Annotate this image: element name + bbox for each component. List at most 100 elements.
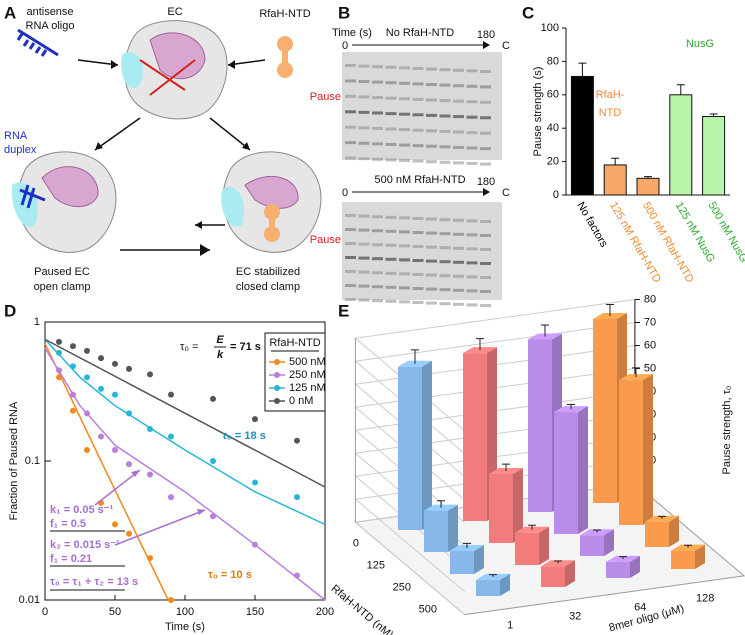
x-axis-label: Time (s): [165, 621, 205, 633]
gel-end: 180: [477, 29, 495, 41]
gel-band: [358, 242, 370, 246]
legend-label: 500 nM: [289, 356, 326, 368]
legend-label: 0 nM: [289, 395, 313, 407]
data-point: [252, 479, 258, 486]
bar-front: [606, 561, 630, 578]
data-point: [70, 391, 76, 398]
gel-band: [480, 290, 491, 293]
state-label: closed clamp: [236, 281, 300, 293]
bound-rfah: [264, 204, 280, 242]
gel-band: [426, 144, 437, 148]
y-tick-label: 1: [34, 316, 40, 328]
gel-band: [372, 126, 383, 130]
gel-band: [480, 85, 491, 89]
fit-note: τ₀ = τ₁ + τ₂ = 13 s: [50, 576, 138, 588]
gel-band: [439, 160, 451, 164]
gel-band: [385, 215, 397, 219]
panel-label: D: [4, 301, 16, 320]
gel-band: [358, 284, 370, 288]
data-point: [70, 363, 76, 370]
data-point: [126, 530, 132, 537]
data-point: [84, 374, 90, 381]
gel-band: [372, 243, 383, 247]
annotation: RfaH-: [596, 89, 625, 101]
gel-band: [426, 259, 437, 263]
gel-band: [345, 110, 356, 114]
gel-band: [480, 276, 491, 279]
gel-band: [439, 129, 451, 133]
fit-note: f₁ = 0.21: [50, 553, 92, 565]
gel-band: [453, 145, 464, 149]
data-point: [84, 446, 90, 453]
gel-band: [412, 67, 424, 70]
gel-band: [480, 147, 491, 151]
gel-band: [412, 245, 424, 248]
y-tick-label: 20: [547, 156, 559, 168]
error-bar: [619, 556, 627, 559]
state-label: Paused EC: [34, 266, 90, 278]
gel-band: [426, 67, 437, 71]
error-bar: [606, 304, 614, 316]
data-point: [84, 410, 90, 417]
error-bar: [554, 560, 562, 564]
gel-band: [412, 273, 424, 276]
z-tick-label: 60: [644, 339, 656, 351]
x-tick-label: 50: [109, 606, 121, 618]
gel-band: [345, 125, 356, 129]
annotation: τ₀ =: [180, 341, 198, 353]
gel-title: 500 nM RfaH-NTD: [374, 174, 465, 186]
gel-band: [399, 112, 410, 116]
rfah-icon: [277, 36, 293, 78]
gel-band: [358, 298, 370, 302]
gel-band: [453, 68, 464, 72]
bar-front: [489, 474, 513, 543]
gel-band: [480, 100, 491, 104]
x-axis-label: RfaH-NTD (nM): [329, 583, 396, 635]
arrows: [77, 59, 266, 251]
data-point: [294, 572, 300, 579]
bar-front: [580, 535, 604, 556]
error-bar: [541, 324, 549, 337]
x-tick-label: 500: [419, 603, 437, 615]
gel-band: [412, 217, 424, 220]
bar-side: [422, 360, 432, 530]
z-tick-label: 80: [644, 293, 656, 305]
panel-label: B: [338, 3, 350, 22]
bar-front: [515, 532, 539, 565]
gel-band: [345, 242, 356, 245]
fit-note: k₂ = 0.015 s⁻¹: [50, 539, 120, 551]
oligo-label: RNA oligo: [26, 20, 75, 32]
gel-band: [345, 94, 356, 98]
data-point: [294, 494, 300, 501]
gel-band: [372, 285, 383, 289]
y-tick-label: 100: [541, 22, 559, 34]
gel-band: [453, 302, 464, 306]
pause-label: Pause: [310, 91, 341, 103]
gel-band: [412, 301, 424, 304]
data-point: [210, 458, 216, 464]
pause-label: Pause: [310, 234, 341, 246]
depth-tick-label: 32: [569, 610, 581, 622]
gel-band: [412, 82, 424, 86]
gel-band: [345, 270, 356, 273]
gel-start: 0: [342, 40, 348, 52]
bar-side: [448, 504, 458, 552]
gel-band: [439, 246, 451, 250]
gel-band: [385, 229, 397, 233]
y-tick-label: 0: [553, 189, 559, 201]
gel-band: [439, 83, 451, 87]
data-point: [252, 541, 258, 548]
data-point: [112, 446, 118, 453]
gel-band: [466, 219, 478, 223]
legend-box: [264, 332, 326, 412]
gel-band: [439, 68, 451, 72]
gel-band: [439, 232, 451, 236]
note-arrow: [94, 469, 206, 546]
gel-band: [426, 245, 437, 249]
gel-band: [480, 234, 491, 237]
panel-b: B Time (s) 0 No RfaH-NTD 180 C Pause 0 5…: [310, 3, 510, 300]
gel-band: [399, 230, 410, 234]
bar: [603, 164, 627, 196]
bar-front: [593, 319, 617, 503]
z-tick-label: 50: [644, 362, 656, 374]
